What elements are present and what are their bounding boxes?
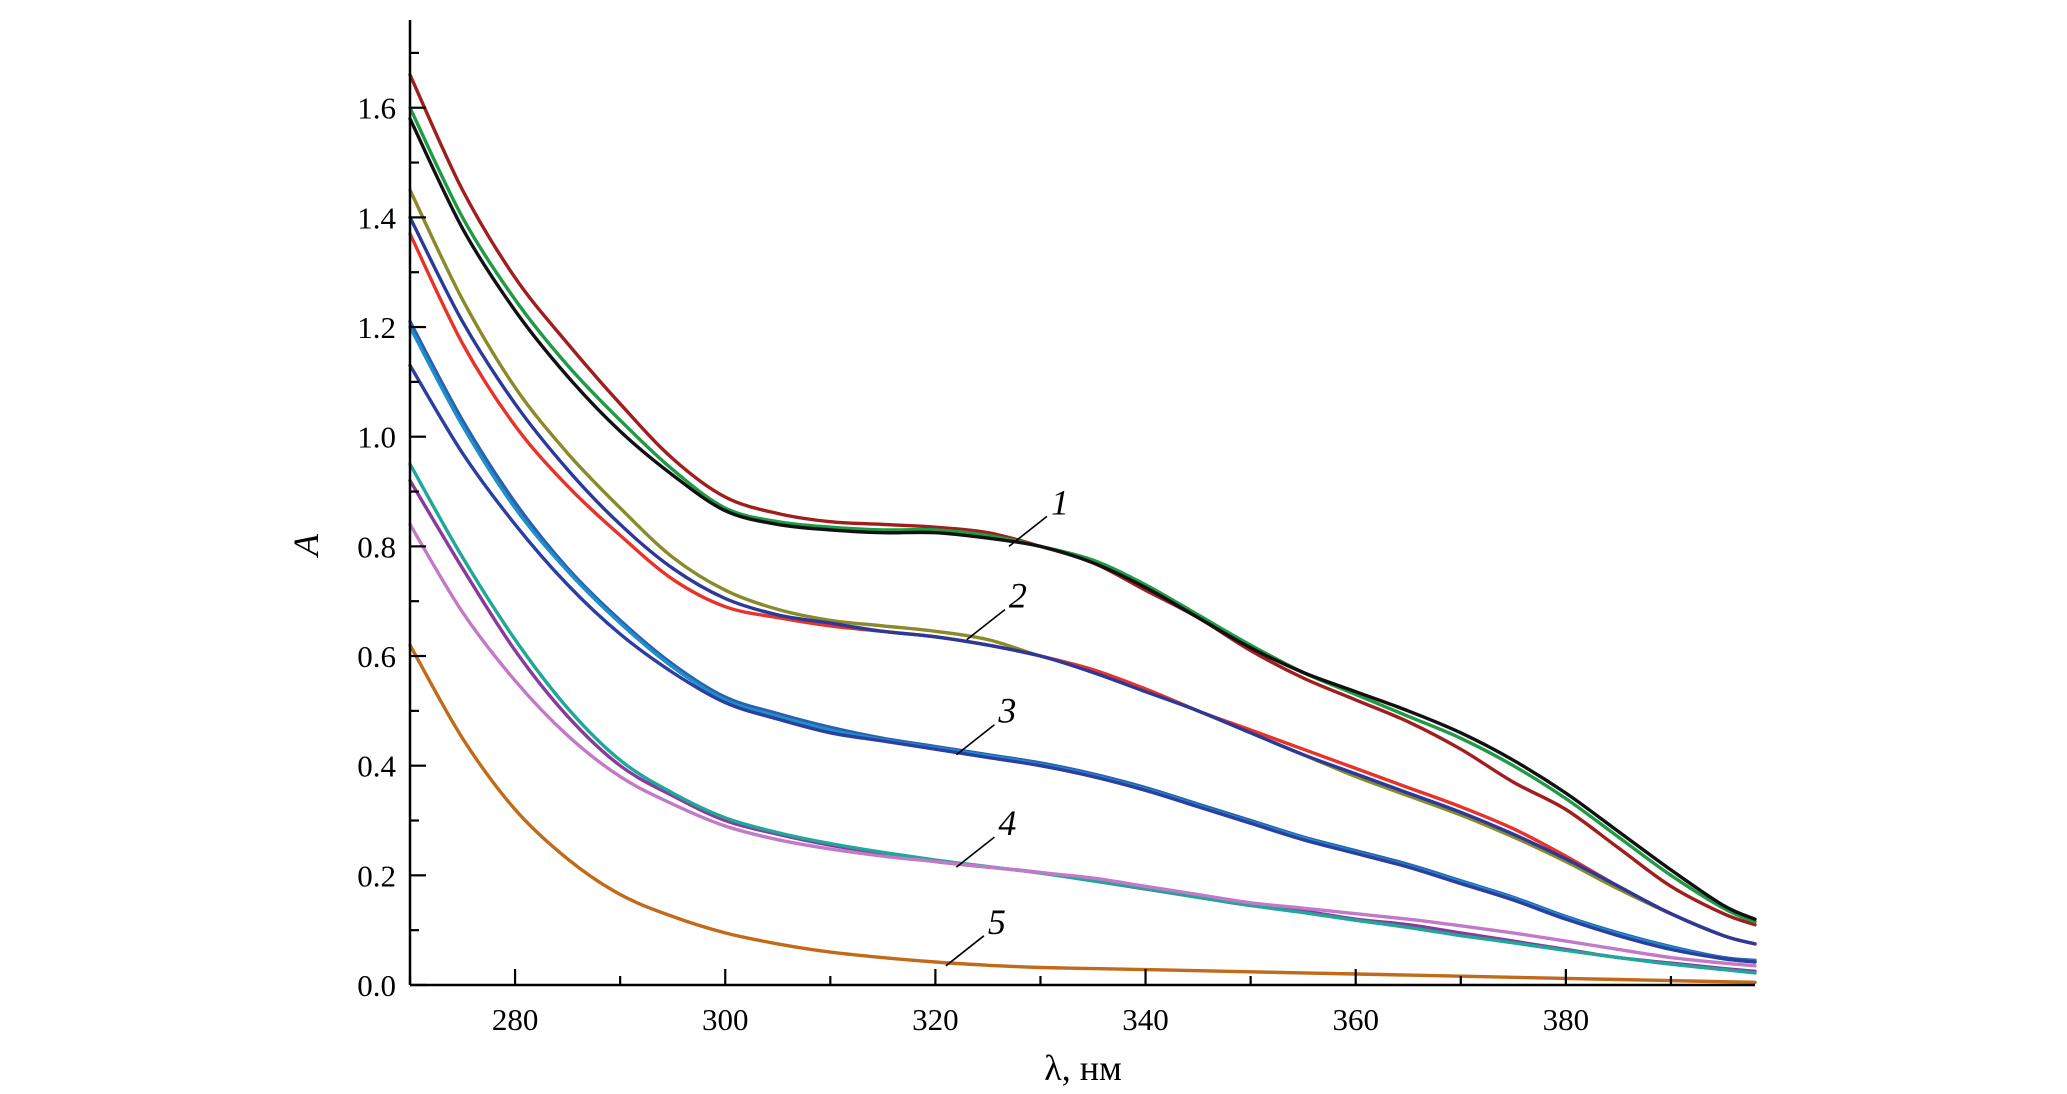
series-line-3 bbox=[408, 117, 1757, 921]
curve-label-4: 4 bbox=[998, 803, 1016, 843]
curve-label-leaders bbox=[945, 515, 1048, 967]
y-tick-label: 0.2 bbox=[357, 858, 396, 893]
leader-line bbox=[955, 724, 995, 756]
series-line-9 bbox=[408, 363, 1757, 964]
x-tick-label: 280 bbox=[492, 1002, 539, 1037]
curve-labels: 1 2 3 4 5 bbox=[988, 482, 1069, 941]
y-tick-label: 1.4 bbox=[357, 200, 396, 235]
x-tick-label: 340 bbox=[1122, 1002, 1169, 1037]
x-ticks: 280 300 320 340 360 380 bbox=[408, 969, 1673, 1037]
series-line-13 bbox=[408, 643, 1757, 984]
y-tick-label: 0.8 bbox=[357, 529, 396, 564]
series-line-12 bbox=[408, 522, 1757, 968]
x-axis-title: λ, нм bbox=[1044, 1048, 1122, 1088]
axes bbox=[408, 20, 1755, 987]
y-axis-title: A bbox=[286, 533, 326, 558]
y-tick-label: 1.6 bbox=[357, 91, 396, 126]
curve-label-5: 5 bbox=[988, 902, 1006, 942]
leader-line bbox=[945, 935, 985, 967]
curve-label-2: 2 bbox=[1009, 576, 1027, 616]
leader-line bbox=[1008, 515, 1048, 547]
y-tick-label: 0.4 bbox=[357, 749, 396, 784]
x-tick-label: 320 bbox=[912, 1002, 959, 1037]
x-tick-label: 360 bbox=[1332, 1002, 1379, 1037]
y-tick-label: 0.0 bbox=[357, 968, 396, 1003]
y-tick-label: 1.0 bbox=[357, 420, 396, 455]
series-curves bbox=[408, 73, 1757, 984]
series-line-5 bbox=[408, 232, 1757, 946]
series-line-11 bbox=[408, 462, 1757, 975]
x-tick-label: 380 bbox=[1543, 1002, 1590, 1037]
series-line-6 bbox=[408, 215, 1757, 946]
y-tick-label: 0.6 bbox=[357, 639, 396, 674]
y-tick-label: 1.2 bbox=[357, 310, 396, 345]
series-line-10 bbox=[408, 478, 1757, 973]
x-tick-label: 300 bbox=[702, 1002, 749, 1037]
leader-line bbox=[955, 836, 995, 868]
y-ticks: 0.0 0.2 0.4 0.6 0.8 1.0 1.2 1.4 1.6 bbox=[357, 51, 426, 1003]
leader-line bbox=[966, 608, 1006, 641]
series-line-7 bbox=[408, 319, 1757, 962]
curve-label-3: 3 bbox=[997, 691, 1016, 731]
series-line-4 bbox=[408, 188, 1757, 946]
curve-label-1: 1 bbox=[1051, 482, 1069, 522]
